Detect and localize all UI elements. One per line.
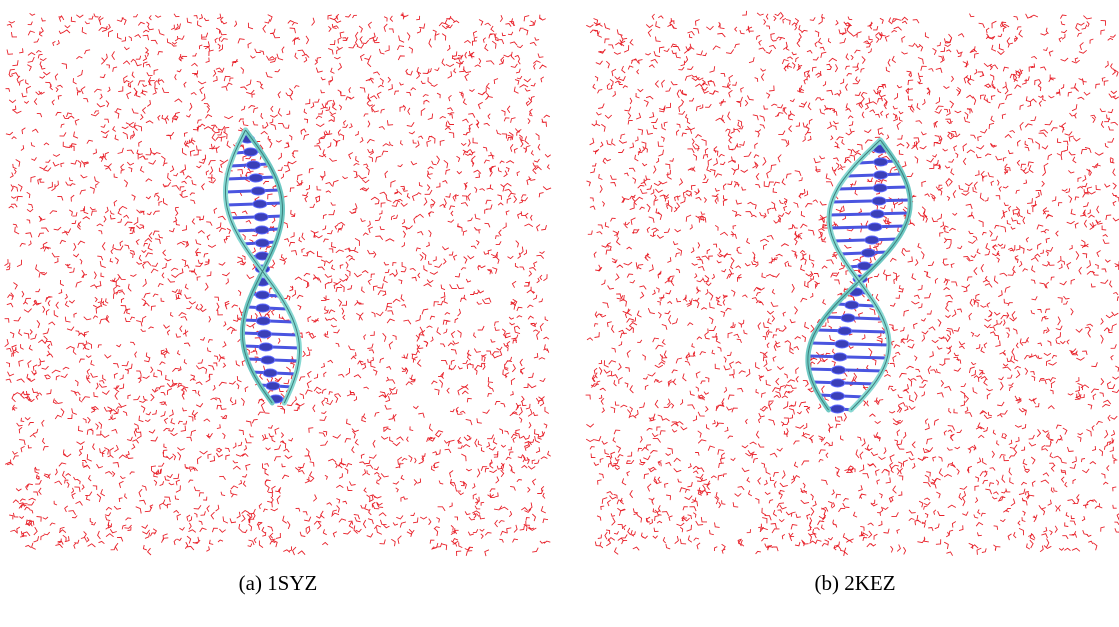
- base: [864, 235, 880, 245]
- base: [844, 300, 860, 310]
- base: [243, 147, 259, 157]
- panel: [585, 10, 1119, 557]
- backbone-edge: [241, 129, 283, 404]
- base: [250, 186, 266, 196]
- base: [262, 368, 278, 378]
- base: [840, 313, 856, 323]
- base: [830, 378, 846, 388]
- base: [248, 173, 264, 183]
- base: [830, 365, 846, 375]
- base: [254, 290, 270, 300]
- base: [860, 248, 876, 258]
- water: [4, 12, 552, 557]
- base: [872, 183, 888, 193]
- base-pair: [829, 211, 910, 217]
- base: [265, 381, 281, 391]
- base-pair: [807, 354, 888, 360]
- base: [829, 391, 845, 401]
- base: [255, 303, 271, 313]
- base-pair: [832, 198, 911, 204]
- base: [829, 404, 845, 414]
- base: [867, 222, 883, 232]
- backbone-edge: [225, 129, 301, 404]
- base: [873, 170, 889, 180]
- base: [832, 352, 848, 362]
- base: [258, 342, 274, 352]
- base: [254, 225, 270, 235]
- base: [260, 355, 276, 365]
- base: [871, 196, 887, 206]
- caption: (a) 1SYZ: [239, 571, 318, 595]
- caption: (b) 2KEZ: [814, 571, 895, 595]
- base: [245, 160, 261, 170]
- backbone-edge: [828, 139, 890, 411]
- panel: [4, 12, 552, 557]
- base: [256, 329, 272, 339]
- water: [585, 10, 1119, 557]
- base-pair: [810, 341, 890, 347]
- backbone-edge: [807, 139, 911, 411]
- base: [252, 199, 268, 209]
- base: [253, 212, 269, 222]
- base: [255, 316, 271, 326]
- base: [254, 238, 270, 248]
- base: [837, 326, 853, 336]
- base-pair: [829, 224, 906, 230]
- base: [834, 339, 850, 349]
- base: [869, 209, 885, 219]
- base: [873, 157, 889, 167]
